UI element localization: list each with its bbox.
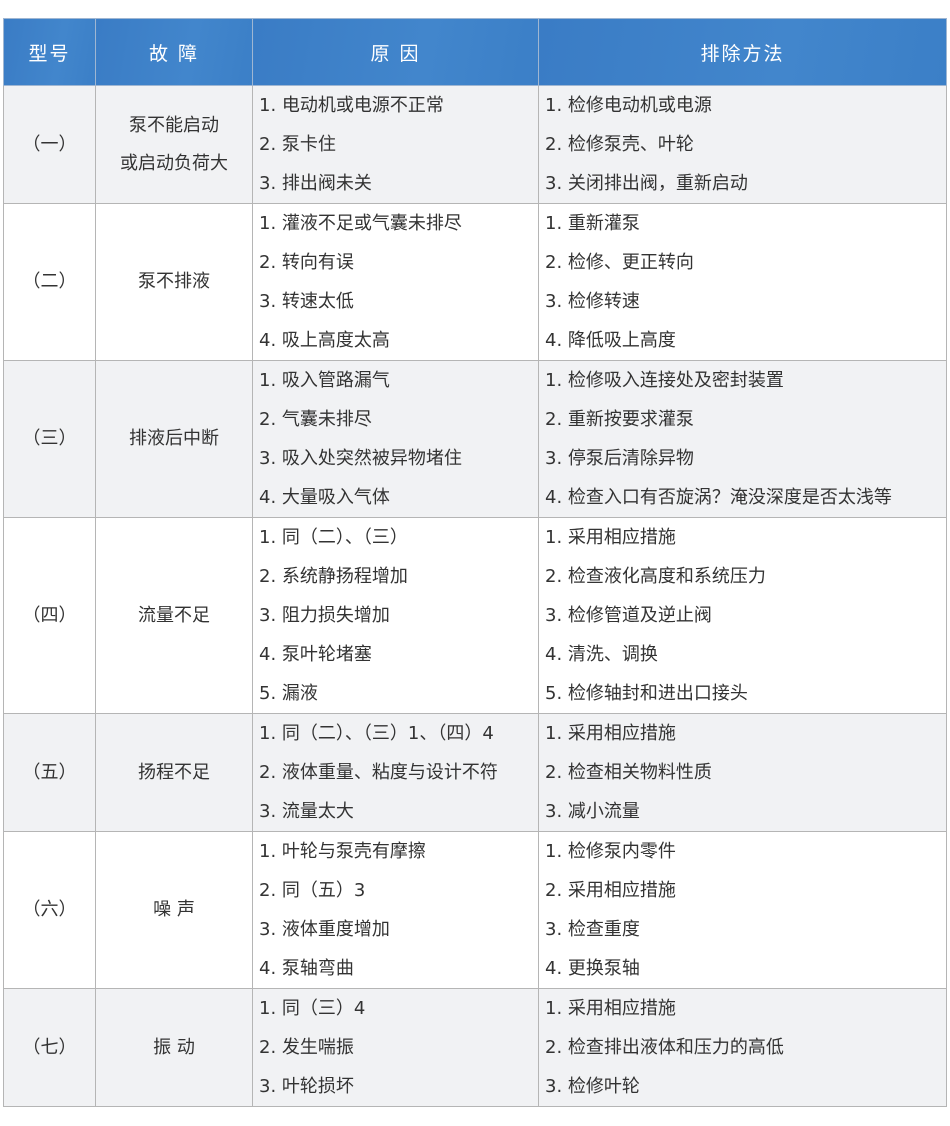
remedy-cell: 1. 采用相应措施 2. 检查排出液体和压力的高低 3. 检修叶轮: [538, 988, 947, 1107]
table-row: （三） 排液后中断 1. 吸入管路漏气 2. 气囊未排尽 3. 吸入处突然被异物堵住 4.…: [3, 360, 947, 518]
remedy-item: 3. 检修转速: [545, 291, 640, 312]
remedy-item: 2. 检修泵壳、叶轮: [545, 134, 694, 155]
table-row: （一） 泵不能启动 或启动负荷大 1. 电动机或电源不正常 2. 泵卡住 3. 排出阀未…: [3, 85, 947, 204]
remedy-item: 2. 检查排出液体和压力的高低: [545, 1037, 784, 1058]
remedy-item: 5. 检修轴封和进出口接头: [545, 683, 748, 704]
cause-item: 1. 吸入管路漏气: [259, 370, 390, 391]
remedy-cell: 1. 检修电动机或电源 2. 检修泵壳、叶轮 3. 关闭排出阀，重新启动: [538, 85, 947, 204]
cause-cell: 1. 吸入管路漏气 2. 气囊未排尽 3. 吸入处突然被异物堵住 4. 大量吸入气体: [252, 360, 539, 518]
cause-cell: 1. 同（二）、（三） 2. 系统静扬程增加 3. 阻力损失增加 4. 泵叶轮堵塞 5.…: [252, 517, 539, 714]
cause-cell: 1. 同（二）、（三）1、（四）4 2. 液体重量、粘度与设计不符 3. 流量太大: [252, 713, 539, 832]
remedy-cell: 1. 采用相应措施 2. 检查相关物料性质 3. 减小流量: [538, 713, 947, 832]
remedy-item: 2. 检修、更正转向: [545, 252, 694, 273]
remedy-item: 3. 检修叶轮: [545, 1076, 640, 1097]
cause-item: 3. 吸入处突然被异物堵住: [259, 448, 462, 469]
model-cell: （一）: [3, 85, 96, 204]
cause-item: 5. 漏液: [259, 683, 318, 704]
remedy-cell: 1. 重新灌泵 2. 检修、更正转向 3. 检修转速 4. 降低吸上高度: [538, 203, 947, 361]
cause-cell: 1. 灌液不足或气囊未排尽 2. 转向有误 3. 转速太低 4. 吸上高度太高: [252, 203, 539, 361]
cause-cell: 1. 同（三）4 2. 发生喘振 3. 叶轮损坏: [252, 988, 539, 1107]
remedy-item: 1. 检修电动机或电源: [545, 95, 712, 116]
remedy-item: 2. 检查相关物料性质: [545, 762, 712, 783]
cause-cell: 1. 电动机或电源不正常 2. 泵卡住 3. 排出阀未关: [252, 85, 539, 204]
cause-item: 1. 同（二）、（三）: [259, 527, 408, 548]
remedy-item: 4. 检查入口有否旋涡？淹没深度是否太浅等: [545, 487, 892, 508]
table-row: （四） 流量不足 1. 同（二）、（三） 2. 系统静扬程增加 3. 阻力损失增加 4. …: [3, 517, 947, 714]
cause-item: 2. 系统静扬程增加: [259, 566, 408, 587]
remedy-item: 2. 重新按要求灌泵: [545, 409, 694, 430]
cause-item: 4. 泵叶轮堵塞: [259, 644, 372, 665]
remedy-cell: 1. 检修吸入连接处及密封装置 2. 重新按要求灌泵 3. 停泵后清除异物 4. 检查…: [538, 360, 947, 518]
fault-cell: 扬程不足: [95, 713, 253, 832]
remedy-item: 4. 清洗、调换: [545, 644, 658, 665]
cause-item: 2. 泵卡住: [259, 134, 336, 155]
cause-item: 1. 电动机或电源不正常: [259, 95, 444, 116]
model-cell: （五）: [3, 713, 96, 832]
model-cell: （三）: [3, 360, 96, 518]
remedy-item: 1. 重新灌泵: [545, 213, 640, 234]
cause-item: 1. 同（三）4: [259, 998, 366, 1019]
cause-item: 4. 泵轴弯曲: [259, 958, 354, 979]
remedy-item: 3. 关闭排出阀，重新启动: [545, 173, 748, 194]
remedy-item: 2. 检查液化高度和系统压力: [545, 566, 766, 587]
cause-cell: 1. 叶轮与泵壳有摩擦 2. 同（五）3 3. 液体重度增加 4. 泵轴弯曲: [252, 831, 539, 989]
cause-item: 2. 发生喘振: [259, 1037, 354, 1058]
remedy-item: 4. 更换泵轴: [545, 958, 640, 979]
model-cell: （六）: [3, 831, 96, 989]
cause-item: 1. 叶轮与泵壳有摩擦: [259, 841, 426, 862]
remedy-item: 1. 采用相应措施: [545, 998, 676, 1019]
header-remedy: 排除方法: [538, 18, 947, 86]
remedy-item: 2. 采用相应措施: [545, 880, 676, 901]
model-cell: （二）: [3, 203, 96, 361]
fault-cell: 噪 声: [95, 831, 253, 989]
remedy-item: 3. 停泵后清除异物: [545, 448, 694, 469]
fault-cell: 振 动: [95, 988, 253, 1107]
remedy-item: 1. 采用相应措施: [545, 527, 676, 548]
remedy-item: 1. 采用相应措施: [545, 723, 676, 744]
cause-item: 3. 排出阀未关: [259, 173, 372, 194]
cause-item: 2. 转向有误: [259, 252, 354, 273]
remedy-item: 1. 检修吸入连接处及密封装置: [545, 370, 784, 391]
model-cell: （七）: [3, 988, 96, 1107]
table-row: （二） 泵不排液 1. 灌液不足或气囊未排尽 2. 转向有误 3. 转速太低 4. 吸上高…: [3, 203, 947, 361]
remedy-item: 1. 检修泵内零件: [545, 841, 676, 862]
cause-item: 3. 转速太低: [259, 291, 354, 312]
cause-item: 3. 阻力损失增加: [259, 605, 390, 626]
remedy-item: 4. 降低吸上高度: [545, 330, 676, 351]
remedy-cell: 1. 检修泵内零件 2. 采用相应措施 3. 检查重度 4. 更换泵轴: [538, 831, 947, 989]
troubleshooting-table: 型号 故 障 原 因 排除方法 （一） 泵不能启动 或启动负荷大 1. 电动机或电源…: [3, 18, 947, 1107]
header-cause: 原 因: [252, 18, 539, 86]
cause-item: 2. 同（五）3: [259, 880, 366, 901]
fault-cell: 泵不排液: [95, 203, 253, 361]
fault-cell: 流量不足: [95, 517, 253, 714]
header-fault: 故 障: [95, 18, 253, 86]
fault-cell: 泵不能启动 或启动负荷大: [95, 85, 253, 204]
remedy-item: 3. 减小流量: [545, 801, 640, 822]
cause-item: 3. 叶轮损坏: [259, 1076, 354, 1097]
cause-item: 2. 液体重量、粘度与设计不符: [259, 762, 498, 783]
cause-item: 4. 吸上高度太高: [259, 330, 390, 351]
cause-item: 3. 流量太大: [259, 801, 354, 822]
table-row: （七）振 动 1. 同（三）4 2. 发生喘振 3. 叶轮损坏 1. 采用相应措施 2. …: [3, 988, 947, 1107]
header-model: 型号: [3, 18, 96, 86]
table-row: （五） 扬程不足 1. 同（二）、（三）1、（四）4 2. 液体重量、粘度与设计不符 3…: [3, 713, 947, 832]
remedy-item: 3. 检查重度: [545, 919, 640, 940]
header-row: 型号 故 障 原 因 排除方法: [3, 18, 947, 86]
fault-cell: 排液后中断: [95, 360, 253, 518]
table-row: （六）噪 声 1. 叶轮与泵壳有摩擦 2. 同（五）3 3. 液体重度增加 4. 泵轴弯…: [3, 831, 947, 989]
remedy-item: 3. 检修管道及逆止阀: [545, 605, 712, 626]
model-cell: （四）: [3, 517, 96, 714]
cause-item: 1. 灌液不足或气囊未排尽: [259, 213, 462, 234]
cause-item: 1. 同（二）、（三）1、（四）4: [259, 723, 494, 744]
remedy-cell: 1. 采用相应措施 2. 检查液化高度和系统压力 3. 检修管道及逆止阀 4. 清洗、…: [538, 517, 947, 714]
cause-item: 3. 液体重度增加: [259, 919, 390, 940]
cause-item: 2. 气囊未排尽: [259, 409, 372, 430]
cause-item: 4. 大量吸入气体: [259, 487, 390, 508]
